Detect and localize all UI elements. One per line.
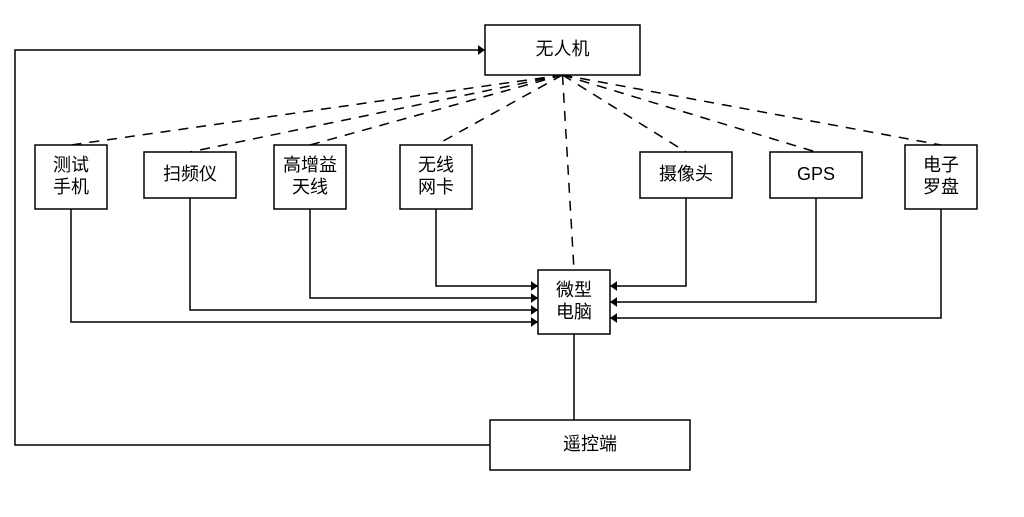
edge-camera-pc — [610, 198, 686, 286]
arrowhead — [610, 297, 617, 307]
node-label-remote: 遥控端 — [563, 434, 617, 454]
arrowhead — [531, 293, 538, 303]
node-label-wificard-1: 无线 — [418, 155, 454, 175]
dashed-edge-drone-wificard — [436, 75, 563, 145]
node-drone: 无人机 — [485, 25, 640, 75]
node-label-compass-1: 电子 — [923, 155, 959, 175]
edge-remote-drone — [15, 50, 490, 445]
edge-phone-pc — [71, 209, 538, 322]
node-label-sweeper: 扫频仪 — [163, 164, 217, 184]
node-remote: 遥控端 — [490, 420, 690, 470]
arrowhead — [610, 313, 617, 323]
arrowhead — [478, 45, 485, 55]
node-label-pc-2: 电脑 — [556, 302, 592, 322]
arrowhead — [610, 281, 617, 291]
dashed-edge-drone-pc — [563, 75, 575, 270]
node-camera: 摄像头 — [640, 152, 732, 198]
node-label-antenna-2: 天线 — [292, 177, 328, 197]
node-pc: 微型电脑 — [538, 270, 610, 334]
node-sweeper: 扫频仪 — [144, 152, 236, 198]
dashed-edge-drone-antenna — [310, 75, 563, 145]
node-label-phone-2: 手机 — [53, 177, 89, 197]
node-wificard: 无线网卡 — [400, 145, 472, 209]
arrowhead — [531, 317, 538, 327]
edge-sweeper-pc — [190, 198, 538, 310]
node-label-drone: 无人机 — [536, 39, 590, 59]
node-label-pc-1: 微型 — [556, 280, 592, 300]
arrowhead — [531, 305, 538, 315]
node-label-wificard-2: 网卡 — [418, 177, 454, 197]
node-label-antenna-1: 高增益 — [283, 155, 337, 175]
node-label-compass-2: 罗盘 — [923, 177, 959, 197]
node-antenna: 高增益天线 — [274, 145, 346, 209]
node-gps: GPS — [770, 152, 862, 198]
dashed-edge-drone-compass — [563, 75, 942, 145]
node-label-gps: GPS — [797, 164, 835, 184]
arrowhead — [531, 281, 538, 291]
node-phone: 测试手机 — [35, 145, 107, 209]
node-compass: 电子罗盘 — [905, 145, 977, 209]
dashed-edge-drone-sweeper — [190, 75, 563, 152]
edge-antenna-pc — [310, 209, 538, 298]
node-label-phone-1: 测试 — [53, 155, 89, 175]
dashed-edge-drone-gps — [563, 75, 817, 152]
edge-wificard-pc — [436, 209, 538, 286]
node-label-camera: 摄像头 — [659, 164, 713, 184]
dashed-edge-drone-phone — [71, 75, 563, 145]
